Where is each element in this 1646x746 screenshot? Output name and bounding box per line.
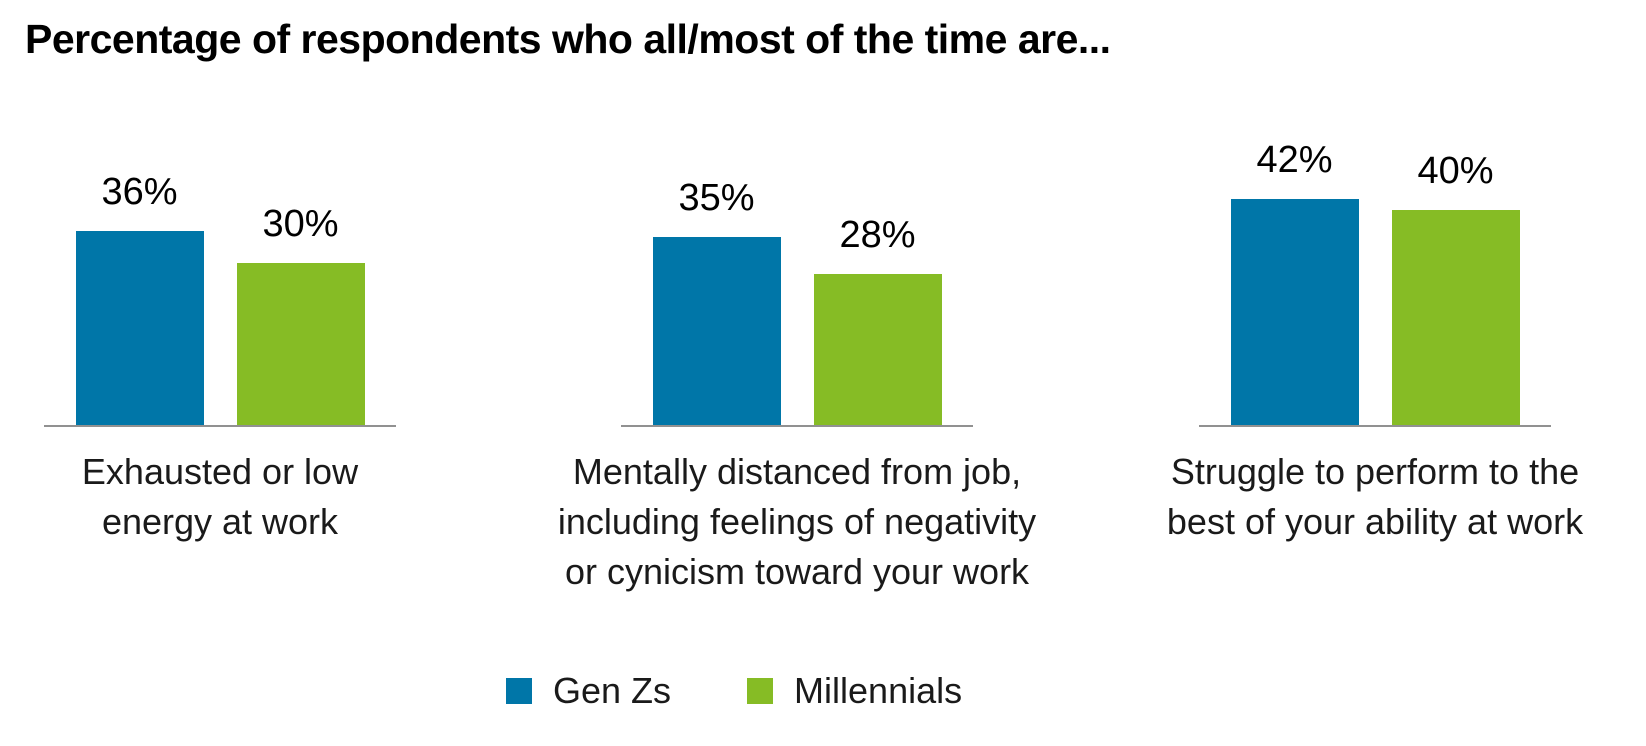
x-axis-line: [621, 425, 973, 427]
bar-genz: 36%: [75, 173, 204, 425]
legend-label-genz: Gen Zs: [553, 670, 672, 711]
category-label: Mentally distanced from job, including f…: [557, 451, 1037, 592]
bar-genz: 42%: [1230, 141, 1359, 425]
genz-color-swatch-icon: [506, 678, 532, 704]
bar-value-label: 36%: [101, 171, 178, 214]
bar-value-label: 40%: [1417, 149, 1494, 192]
bar-millennials: 28%: [813, 216, 942, 425]
chart-panel-exhausted: 36% 30% Exhausted or low energy at work: [44, 120, 396, 620]
category-label: Struggle to perform to the best of your …: [1166, 451, 1584, 542]
plot-area: 42% 40%: [1199, 120, 1551, 427]
chart-title: Percentage of respondents who all/most o…: [25, 16, 1111, 62]
x-axis-line: [1199, 425, 1551, 427]
legend-item-millennials: Millennials: [747, 673, 962, 709]
bar-value-label: 35%: [678, 176, 755, 219]
legend: Gen Zs Millennials: [506, 673, 962, 709]
bar-genz: 35%: [652, 179, 781, 425]
legend-item-genz: Gen Zs: [506, 673, 671, 709]
chart-panel-mentally-distanced: 35% 28% Mentally distanced from job, inc…: [558, 120, 1036, 620]
category-label: Exhausted or low energy at work: [81, 451, 359, 542]
bar-value-label: 28%: [839, 214, 916, 257]
bar-group: 35% 28%: [621, 179, 973, 425]
plot-area: 35% 28%: [621, 120, 973, 427]
bar-millennials: 40%: [1391, 152, 1520, 425]
bar-value-label: 42%: [1256, 138, 1333, 181]
plot-area: 36% 30%: [44, 120, 396, 427]
x-axis-line: [44, 425, 396, 427]
bar-group: 36% 30%: [44, 173, 396, 425]
chart-panel-struggle-to-perform: 42% 40% Struggle to perform to the best …: [1167, 120, 1583, 620]
bar-millennials: 30%: [236, 205, 365, 425]
bar-value-label: 30%: [262, 203, 339, 246]
millennials-color-swatch-icon: [747, 678, 774, 704]
bar-group: 42% 40%: [1199, 141, 1551, 425]
legend-label-millennials: Millennials: [794, 670, 963, 711]
